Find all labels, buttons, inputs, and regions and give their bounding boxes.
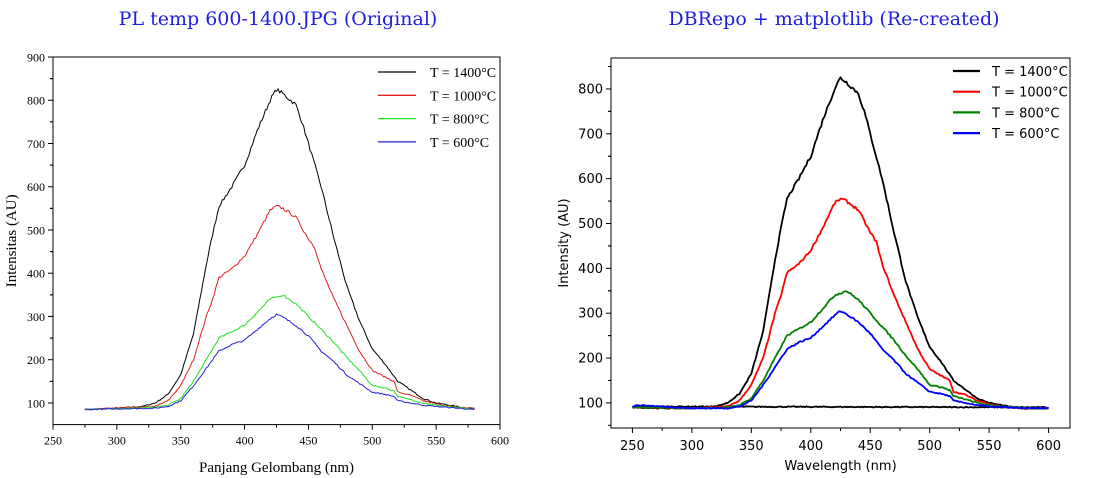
y-tick-label: 700 (578, 127, 603, 142)
series-line-0 (632, 76, 1049, 410)
x-tick-label: 400 (236, 434, 254, 448)
x-tick-label: 300 (679, 439, 704, 454)
x-tick-label: 450 (858, 439, 883, 454)
y-tick-label: 200 (27, 353, 45, 367)
right-chart-title: DBRepo + matplotlib (Re-created) (668, 8, 1000, 30)
x-tick-label: 600 (1036, 439, 1061, 454)
legend-label: T = 1400°C (430, 66, 496, 81)
y-tick-label: 500 (578, 217, 603, 232)
legend-label: T = 600°C (430, 136, 489, 151)
x-tick-label: 300 (108, 434, 126, 448)
legend-label: T = 1400°C (991, 65, 1068, 80)
x-axis-label: Panjang Gelombang (nm) (199, 460, 354, 476)
x-tick-label: 350 (739, 439, 764, 454)
x-tick-label: 450 (299, 434, 317, 448)
series-line-1 (84, 205, 475, 411)
y-tick-label: 300 (578, 307, 603, 322)
y-tick-label: 200 (578, 352, 603, 367)
y-tick-label: 300 (27, 310, 45, 324)
left-chart-title: PL temp 600-1400.JPG (Original) (118, 8, 438, 30)
y-tick-label: 600 (27, 180, 45, 194)
x-tick-label: 350 (172, 434, 190, 448)
y-tick-label: 100 (27, 396, 45, 410)
legend-label: T = 1000°C (991, 86, 1068, 101)
series-line-3 (632, 310, 1049, 410)
y-axis-label: Intensity (AU) (557, 198, 572, 287)
series-line-0 (84, 88, 475, 411)
y-axis-label: Intensitas (AU) (4, 194, 20, 287)
x-tick-label: 550 (427, 434, 445, 448)
y-tick-label: 100 (578, 396, 603, 411)
legend-label: T = 1000°C (430, 89, 496, 104)
x-axis-label: Wavelength (nm) (784, 459, 896, 474)
y-tick-label: 800 (27, 94, 45, 108)
y-tick-label: 400 (578, 262, 603, 277)
x-tick-label: 250 (44, 434, 62, 448)
x-tick-label: 500 (917, 439, 942, 454)
x-tick-label: 600 (491, 434, 509, 448)
y-tick-label: 600 (578, 172, 603, 187)
x-tick-label: 500 (363, 434, 381, 448)
chart-left: T = 1400°C T = 1000°C T = 800°C T = 600°C 25… (4, 51, 509, 477)
x-tick-label: 250 (620, 439, 645, 454)
y-tick-label: 900 (27, 51, 45, 65)
y-tick-label: 800 (578, 82, 603, 97)
series-line-1 (632, 197, 1049, 410)
series-line-2 (84, 294, 475, 411)
y-tick-label: 500 (27, 223, 45, 237)
legend-label: T = 600°C (991, 127, 1060, 142)
chart-right: T = 1400°C T = 1000°C T = 800°C T = 600°C 25… (557, 57, 1071, 474)
series-line-3 (84, 313, 475, 411)
x-tick-label: 400 (798, 439, 823, 454)
legend-label: T = 800°C (991, 106, 1060, 121)
y-tick-label: 400 (27, 267, 45, 281)
y-tick-label: 700 (27, 137, 45, 151)
series-line-2 (632, 290, 1049, 410)
x-tick-label: 550 (977, 439, 1002, 454)
legend-label: T = 800°C (430, 113, 489, 128)
